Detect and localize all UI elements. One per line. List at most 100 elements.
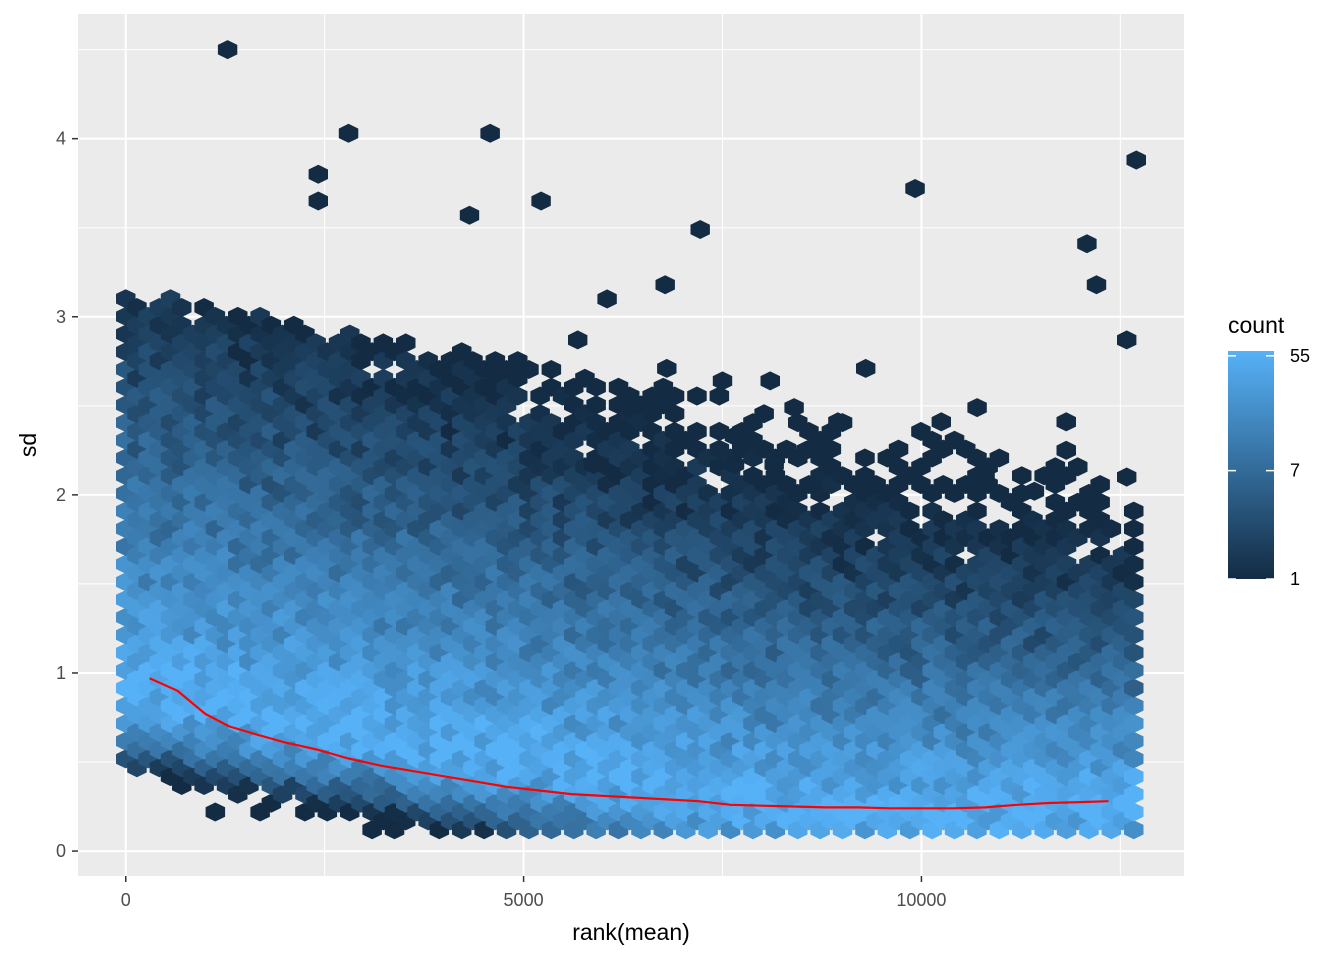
hex-cell bbox=[1124, 660, 1144, 680]
hex-cell-outlier bbox=[597, 289, 617, 309]
hex-cell bbox=[1124, 678, 1144, 698]
hex-cell bbox=[1124, 820, 1144, 840]
hex-cell bbox=[1124, 714, 1144, 733]
hex-cell-outlier bbox=[583, 455, 604, 475]
hex-cell-outlier bbox=[1056, 440, 1076, 460]
hex-cell-outlier bbox=[480, 123, 500, 143]
hex-cell bbox=[1090, 492, 1110, 512]
y-axis-title: sd bbox=[15, 433, 41, 457]
hex-cell bbox=[541, 360, 562, 379]
hex-cell bbox=[967, 501, 987, 521]
legend-tick-label: 1 bbox=[1290, 569, 1300, 589]
hex-cell bbox=[1090, 475, 1110, 495]
hex-cell-outlier bbox=[1056, 412, 1076, 432]
y-tick-label: 1 bbox=[56, 663, 66, 683]
hex-cell bbox=[1124, 749, 1144, 769]
hex-cell-outlier bbox=[690, 220, 710, 239]
hex-cell bbox=[1124, 501, 1144, 521]
x-tick-label: 10000 bbox=[896, 890, 946, 910]
hex-cell bbox=[1124, 731, 1144, 751]
axes: 0 5000 10000 0 1 2 3 4 bbox=[56, 129, 946, 910]
hex-cell bbox=[1124, 696, 1144, 716]
hex-cell bbox=[709, 386, 730, 406]
hex-cell bbox=[1124, 572, 1144, 592]
legend-tick-label: 55 bbox=[1290, 346, 1310, 366]
hex-cell-outlier bbox=[459, 205, 480, 225]
y-tick-label: 2 bbox=[56, 485, 66, 505]
legend-tick-label: 7 bbox=[1290, 461, 1300, 481]
hex-cell-outlier bbox=[975, 467, 995, 487]
hex-cell-outlier bbox=[724, 426, 745, 446]
hex-cell bbox=[205, 802, 226, 822]
x-tick-label: 0 bbox=[121, 890, 131, 910]
hex-cell bbox=[664, 386, 685, 406]
hex-cell-outlier bbox=[796, 440, 816, 460]
hex-cell-outlier bbox=[764, 455, 784, 475]
y-tick-label: 4 bbox=[56, 129, 66, 149]
hex-cell bbox=[900, 501, 920, 521]
hex-cell-outlier bbox=[724, 455, 745, 475]
hex-cell-outlier bbox=[784, 398, 804, 418]
hex-cell bbox=[1124, 625, 1144, 645]
hex-cell-outlier bbox=[568, 330, 588, 350]
hex-cell-outlier bbox=[217, 40, 238, 60]
x-axis-title: rank(mean) bbox=[572, 919, 690, 945]
hex-cell bbox=[855, 448, 875, 468]
hex-cell-outlier bbox=[657, 358, 677, 378]
y-tick-label: 0 bbox=[56, 841, 66, 861]
hex-cell bbox=[709, 421, 730, 441]
hex-cell-outlier bbox=[1077, 234, 1097, 254]
hex-cell bbox=[1124, 767, 1144, 787]
hex-cell bbox=[1124, 519, 1144, 539]
hex-cell bbox=[1124, 537, 1144, 556]
hex-cell-outlier bbox=[905, 179, 925, 199]
hex-cell bbox=[664, 404, 685, 424]
hex-cell-outlier bbox=[856, 358, 876, 378]
hex-cell bbox=[1068, 457, 1088, 477]
hex-cell-outlier bbox=[308, 191, 328, 211]
hex-cell bbox=[821, 439, 842, 459]
hex-cell-outlier bbox=[1126, 150, 1146, 170]
hex-cell-outlier bbox=[1117, 467, 1137, 487]
smooth-line-layer bbox=[149, 677, 1109, 810]
hex-cell bbox=[172, 298, 192, 318]
hex-cell bbox=[1124, 784, 1144, 804]
hex-cell bbox=[519, 360, 539, 379]
hex-cell-outlier bbox=[338, 123, 359, 143]
hex-cell-outlier bbox=[1024, 481, 1045, 501]
hex-cell-outlier bbox=[617, 398, 637, 418]
hex-cell-outlier bbox=[931, 412, 951, 432]
hex-cell bbox=[1124, 802, 1144, 822]
hex-cell-outlier bbox=[531, 191, 551, 211]
hex-cell-outlier bbox=[967, 398, 987, 418]
hex-cell bbox=[754, 404, 774, 424]
hex-cell-outlier bbox=[760, 371, 780, 391]
hex-cell-outlier bbox=[308, 164, 328, 184]
hex-cell bbox=[1124, 607, 1144, 627]
legend-colorbar bbox=[1228, 351, 1274, 579]
hex-cell-outlier bbox=[712, 371, 733, 391]
hex-cell bbox=[1101, 519, 1122, 539]
hex-cell bbox=[989, 448, 1010, 468]
hex-cell bbox=[687, 421, 707, 441]
legend-title: count bbox=[1228, 312, 1285, 338]
smooth-trend-line bbox=[149, 677, 1109, 810]
hex-cell-outlier bbox=[655, 275, 675, 295]
hex-cell bbox=[508, 386, 528, 406]
hex-cell bbox=[1124, 554, 1144, 574]
hex-cell-outlier bbox=[828, 412, 848, 432]
hex-cell bbox=[888, 439, 909, 459]
hexbin-cells bbox=[116, 40, 1146, 840]
hex-cell bbox=[396, 333, 416, 353]
x-tick-label: 5000 bbox=[504, 890, 544, 910]
hex-cell bbox=[586, 377, 606, 397]
hex-cell bbox=[1124, 643, 1144, 663]
hex-cell bbox=[1124, 590, 1144, 610]
hex-cell bbox=[1012, 466, 1032, 486]
hex-cell-outlier bbox=[1117, 330, 1137, 350]
y-tick-label: 3 bbox=[56, 307, 66, 327]
